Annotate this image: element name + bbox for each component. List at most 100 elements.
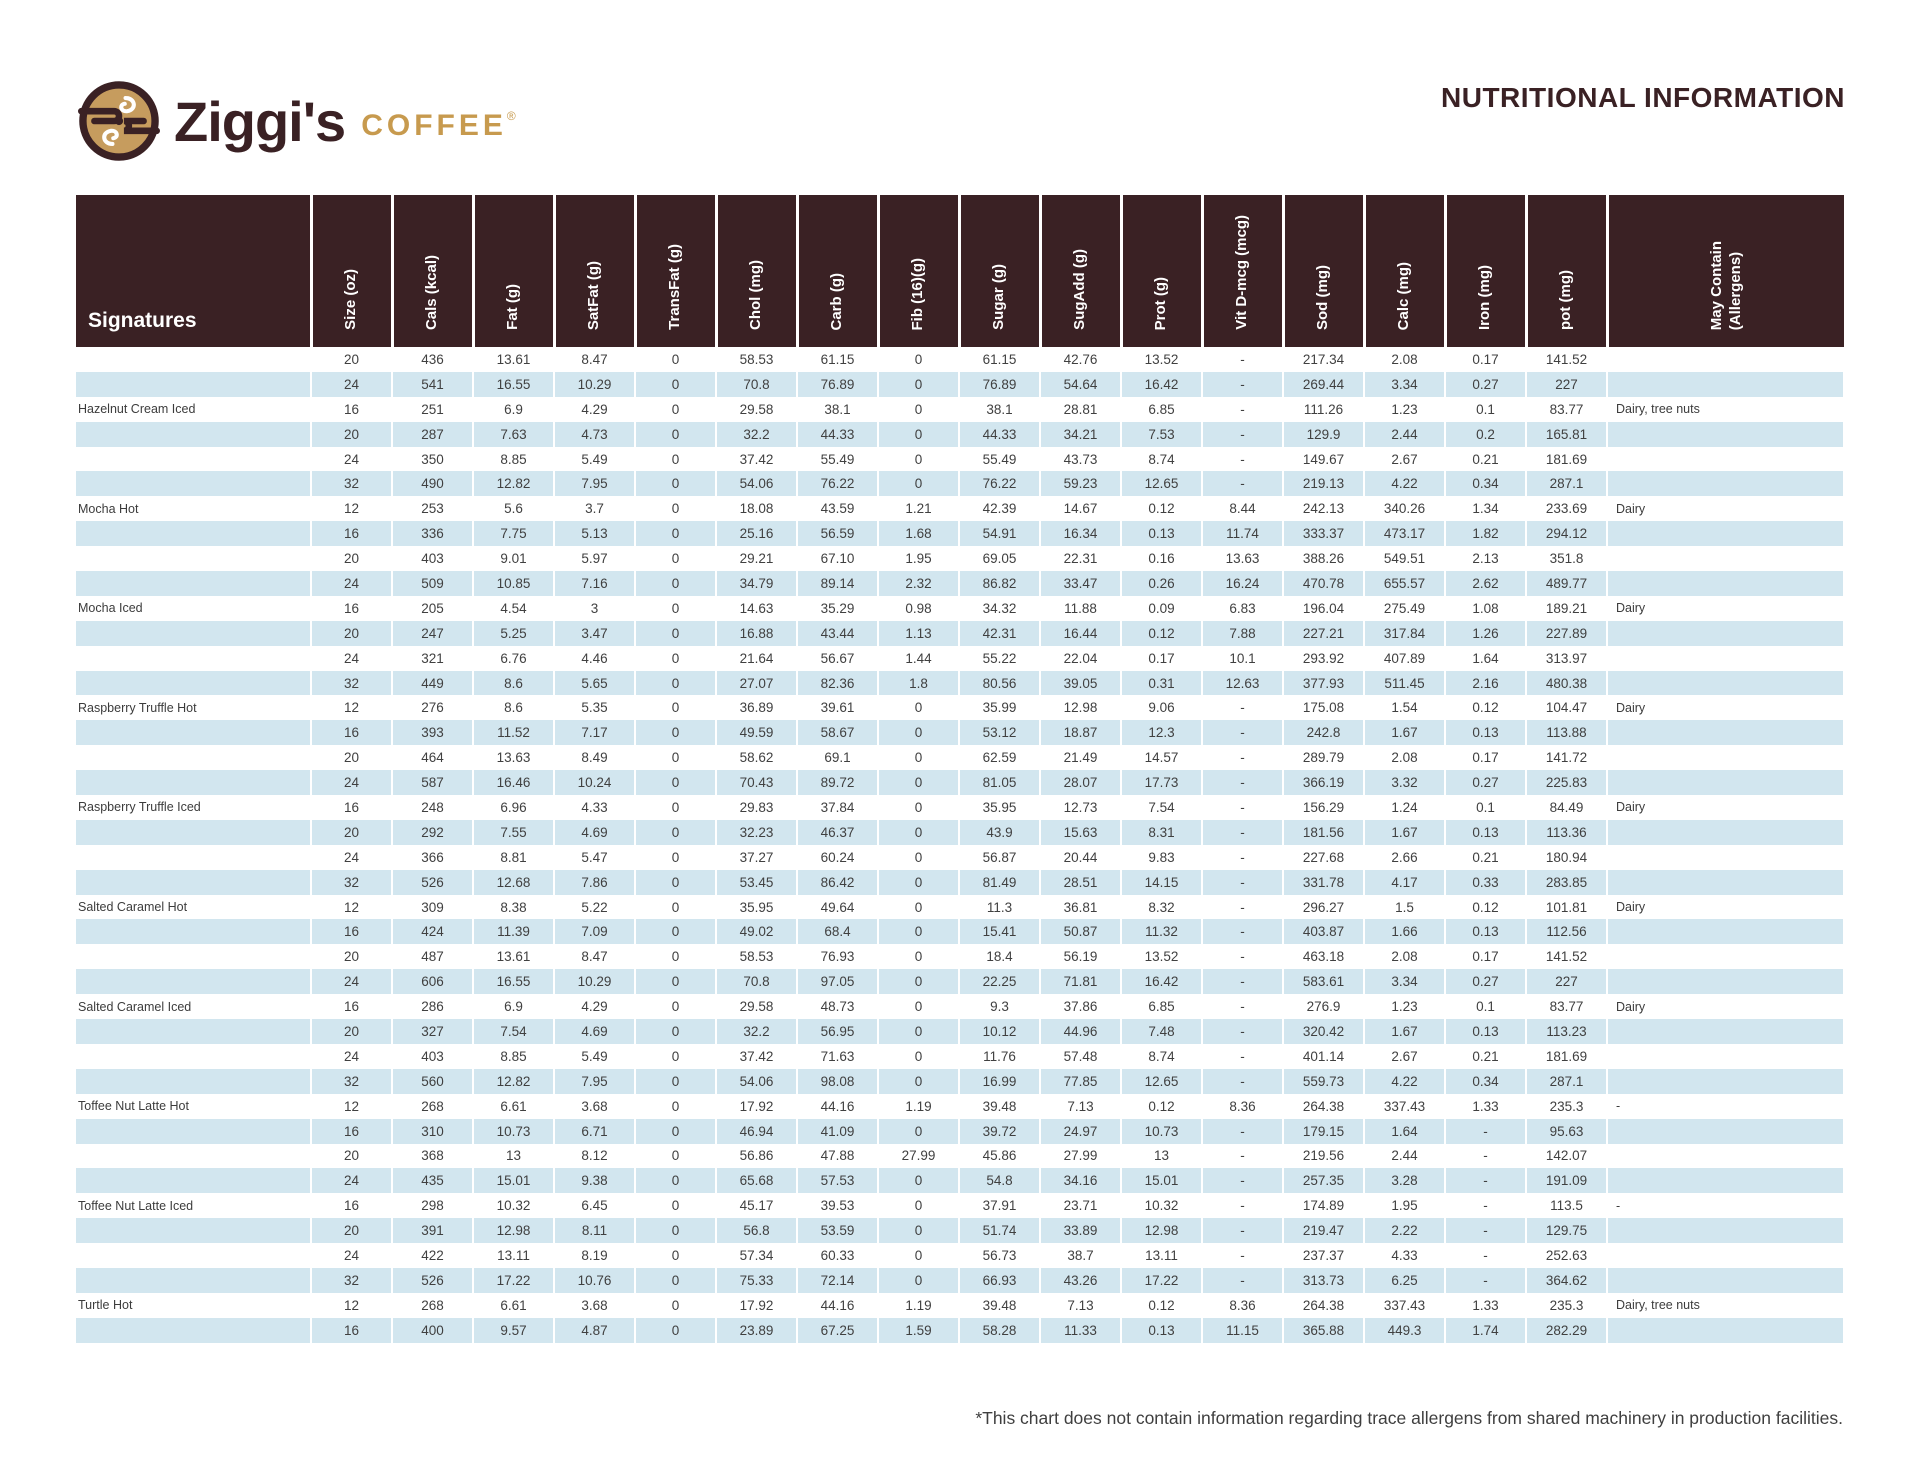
value-cell: 42.31 <box>959 620 1041 646</box>
value-cell: 0.33 <box>1445 869 1527 895</box>
allergens-cell: Dairy, tree nuts <box>1607 1292 1845 1318</box>
value-cell: 7.48 <box>1121 1019 1203 1044</box>
value-cell: 69.05 <box>959 546 1041 572</box>
value-cell: 1.82 <box>1445 521 1527 547</box>
allergens-cell <box>1607 347 1845 372</box>
value-cell: 81.49 <box>959 869 1041 895</box>
drink-name <box>76 1267 312 1293</box>
table-row: 16 310 10.73 6.71 0 46.94 41.09 0 39.72 24.97 10.7… <box>76 1118 1845 1144</box>
value-cell: 1.34 <box>1445 496 1527 522</box>
value-cell: 3.34 <box>1364 371 1446 397</box>
allergens-cell <box>1607 571 1845 596</box>
value-cell: 247 <box>392 620 474 646</box>
value-cell: 0 <box>878 446 960 472</box>
column-header: Calc (mg) <box>1362 195 1445 347</box>
value-cell: 37.27 <box>716 844 798 870</box>
drink-name: Mocha Hot <box>76 496 312 522</box>
value-cell: 39.53 <box>797 1193 879 1219</box>
value-cell: 32 <box>311 1068 393 1094</box>
value-cell: 56.19 <box>1040 944 1122 970</box>
value-cell: 174.89 <box>1283 1193 1365 1219</box>
value-cell: 8.85 <box>473 1043 555 1069</box>
value-cell: 8.12 <box>554 1143 636 1169</box>
value-cell: - <box>1202 795 1284 820</box>
value-cell: 113.36 <box>1526 819 1608 845</box>
drink-name <box>76 446 312 472</box>
value-cell: 289.79 <box>1283 745 1365 771</box>
value-cell: 180.94 <box>1526 844 1608 870</box>
value-cell: 464 <box>392 745 474 771</box>
value-cell: 35.95 <box>716 894 798 920</box>
value-cell: 470.78 <box>1283 571 1365 596</box>
value-cell: - <box>1202 1143 1284 1169</box>
value-cell: - <box>1202 446 1284 472</box>
value-cell: 12 <box>311 695 393 721</box>
value-cell: 227.68 <box>1283 844 1365 870</box>
value-cell: 65.68 <box>716 1168 798 1194</box>
value-cell: 449 <box>392 670 474 696</box>
table-row: 20 287 7.63 4.73 0 32.2 44.33 0 44.33 34.21 7.53-1… <box>76 421 1845 447</box>
value-cell: 253 <box>392 496 474 522</box>
value-cell: 4.29 <box>554 994 636 1020</box>
value-cell: 205 <box>392 595 474 621</box>
value-cell: 54.06 <box>716 1068 798 1094</box>
table-row: 24 541 16.55 10.29 0 70.8 76.89 0 76.89 54.64 16.4… <box>76 371 1845 397</box>
value-cell: 0 <box>635 421 717 447</box>
allergens-cell: Dairy <box>1607 795 1845 820</box>
value-cell: 76.89 <box>959 371 1041 397</box>
column-header: Chol (mg) <box>714 195 797 347</box>
column-header: Fib (16)(g) <box>876 195 959 347</box>
value-cell: 43.59 <box>797 496 879 522</box>
value-cell: 16.55 <box>473 371 555 397</box>
value-cell: 20 <box>311 1019 393 1044</box>
value-cell: 81.05 <box>959 770 1041 796</box>
table-row: Raspberry Truffle Iced 16 248 6.96 4.33 0 29.8… <box>76 795 1845 820</box>
value-cell: 0 <box>635 1093 717 1119</box>
value-cell: 12.65 <box>1121 1068 1203 1094</box>
value-cell: 1.23 <box>1364 994 1446 1020</box>
value-cell: 3.34 <box>1364 969 1446 995</box>
value-cell: 293.92 <box>1283 645 1365 671</box>
value-cell: 7.53 <box>1121 421 1203 447</box>
value-cell: 2.13 <box>1445 546 1527 572</box>
value-cell: 0 <box>635 969 717 995</box>
value-cell: 2.44 <box>1364 1143 1446 1169</box>
allergens-cell <box>1607 819 1845 845</box>
value-cell: 449.3 <box>1364 1317 1446 1343</box>
table-row: 32 490 12.82 7.95 0 54.06 76.22 0 76.22 59.23 12.6… <box>76 471 1845 497</box>
group-label: Signatures <box>76 195 311 347</box>
value-cell: 7.95 <box>554 1068 636 1094</box>
value-cell: 76.89 <box>797 371 879 397</box>
value-cell: 20 <box>311 546 393 572</box>
value-cell: 24 <box>311 844 393 870</box>
column-header-label: Sod (mg) <box>1314 265 1332 330</box>
value-cell: 13.52 <box>1121 944 1203 970</box>
drink-name <box>76 919 312 945</box>
value-cell: 350 <box>392 446 474 472</box>
value-cell: 56.67 <box>797 645 879 671</box>
value-cell: 6.9 <box>473 994 555 1020</box>
value-cell: 0 <box>635 819 717 845</box>
value-cell: 25.16 <box>716 521 798 547</box>
value-cell: 560 <box>392 1068 474 1094</box>
value-cell: 264.38 <box>1283 1093 1365 1119</box>
value-cell: 141.52 <box>1526 347 1608 372</box>
value-cell: 0 <box>635 1243 717 1268</box>
value-cell: 0 <box>635 521 717 547</box>
value-cell: 16 <box>311 720 393 746</box>
value-cell: 242.13 <box>1283 496 1365 522</box>
value-cell: 0 <box>878 1193 960 1219</box>
value-cell: 8.36 <box>1202 1292 1284 1318</box>
value-cell: 33.89 <box>1040 1218 1122 1244</box>
table-row: Toffee Nut Latte Hot 12 268 6.61 3.68 0 17.92 4… <box>76 1093 1845 1119</box>
page-title: NUTRITIONAL INFORMATION <box>1441 82 1845 113</box>
allergens-cell: Dairy <box>1607 595 1845 621</box>
value-cell: 49.64 <box>797 894 879 920</box>
value-cell: 1.59 <box>878 1317 960 1343</box>
value-cell: 489.77 <box>1526 571 1608 596</box>
value-cell: 0.12 <box>1445 695 1527 721</box>
column-header-label: May Contain (Allergens) <box>1707 240 1744 330</box>
value-cell: - <box>1202 919 1284 945</box>
value-cell: 0.98 <box>878 595 960 621</box>
